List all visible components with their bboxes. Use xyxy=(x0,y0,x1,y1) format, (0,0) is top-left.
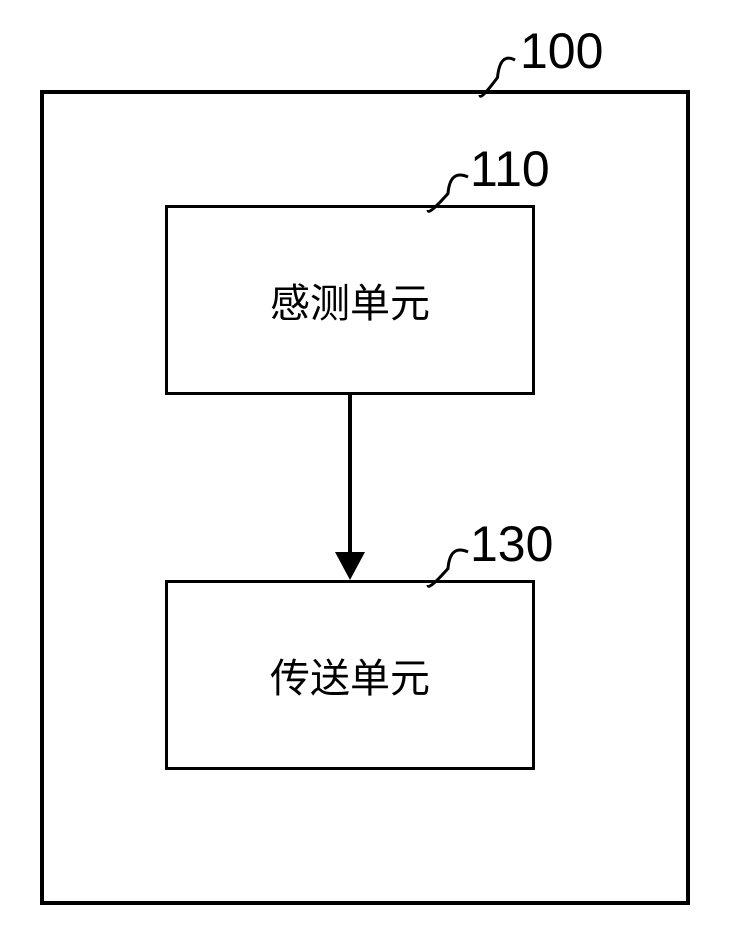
flow-arrow-head xyxy=(335,552,365,580)
flow-arrow xyxy=(0,0,733,933)
diagram-canvas: 100 感测单元 110 传送单元 130 xyxy=(0,0,733,933)
